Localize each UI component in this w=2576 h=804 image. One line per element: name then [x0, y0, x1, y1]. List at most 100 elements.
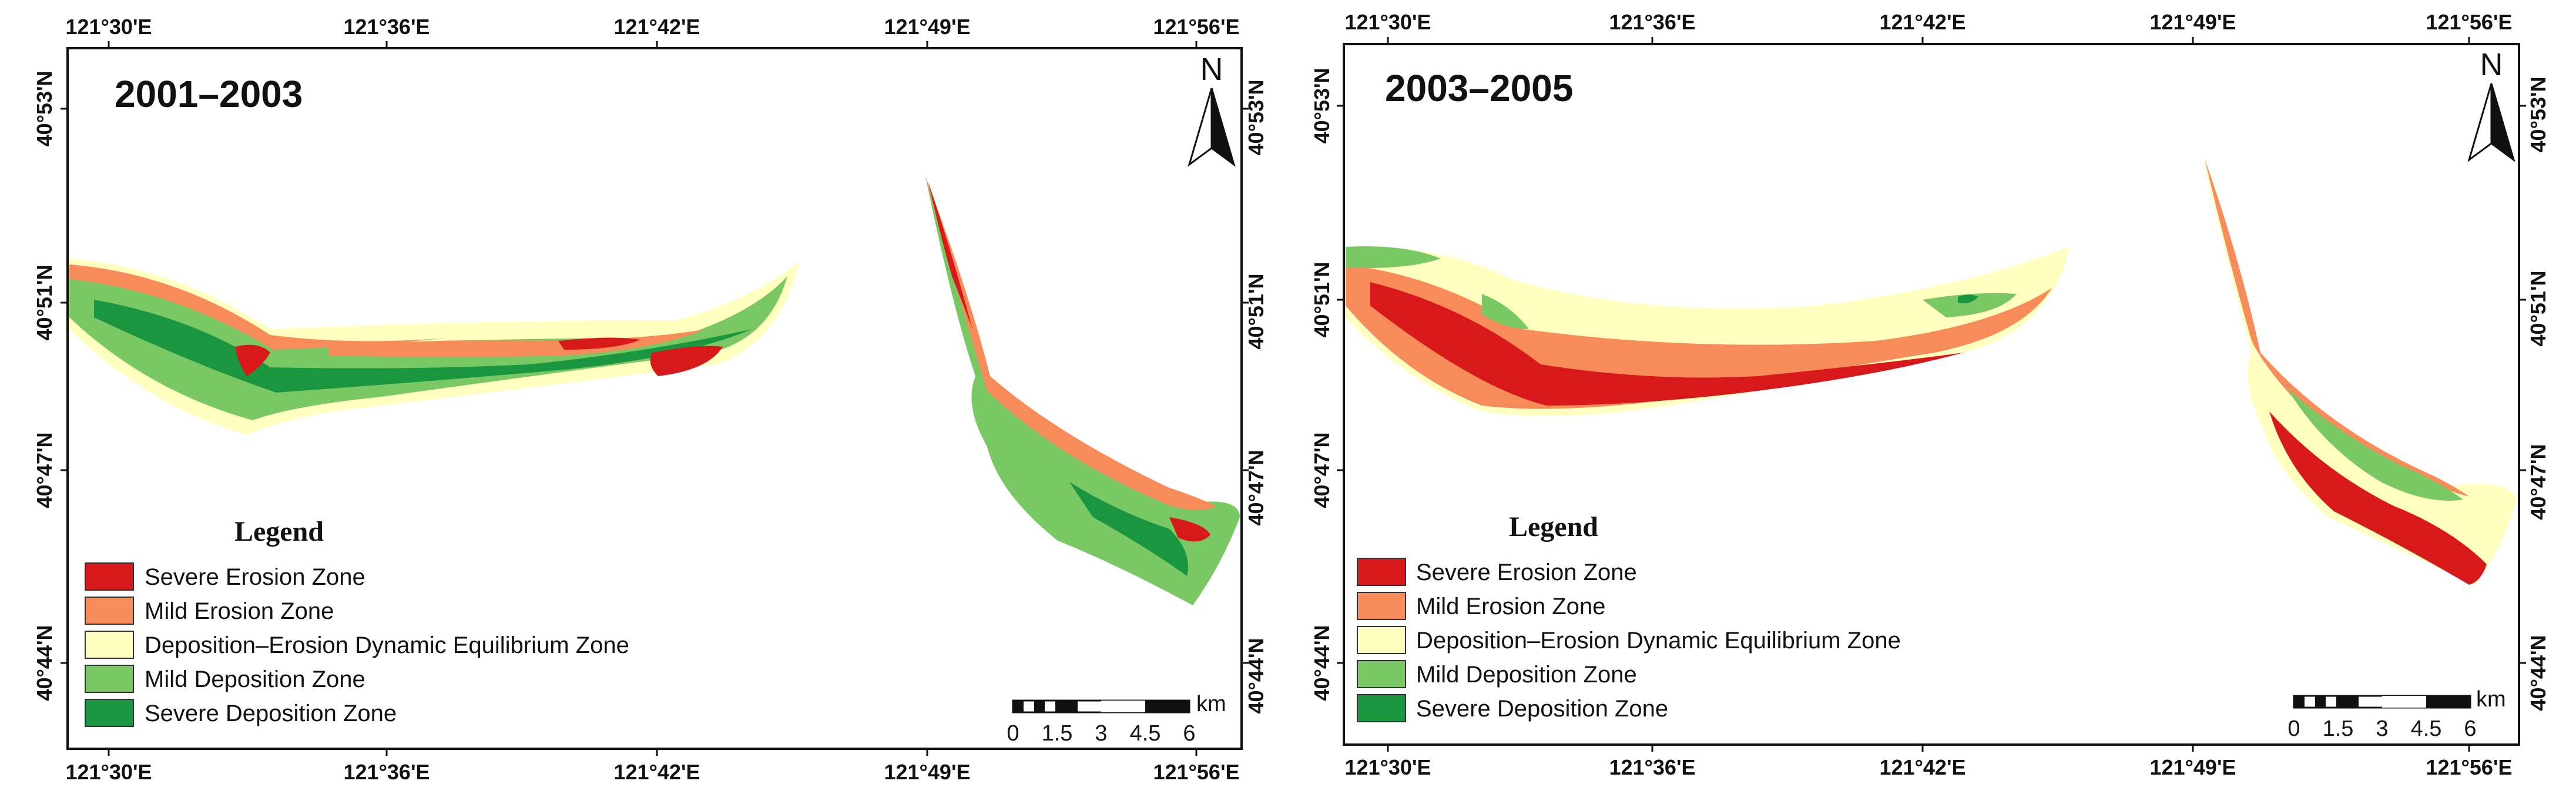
lat-label-left: 40°47'N: [1310, 432, 1334, 508]
lat-label-left: 40°47'N: [32, 432, 56, 508]
zone-severe-erosion: [1370, 282, 1964, 406]
legend-label: Severe Deposition Zone: [145, 701, 397, 726]
scale-label: 1.5: [2323, 716, 2354, 741]
scale-unit: km: [2476, 687, 2506, 712]
lat-label-right: 40°51'N: [1244, 273, 1268, 349]
legend-swatch: [1357, 592, 1406, 620]
zone-severe-erosion: [558, 337, 640, 350]
north-arrow-icon: [1210, 88, 1236, 167]
lon-label-top: 121°30'E: [65, 15, 152, 39]
frame-ticks: [61, 41, 1249, 756]
lat-label-left: 40°51'N: [32, 264, 56, 340]
legend-title: Legend: [234, 516, 324, 547]
legend-swatch: [1357, 626, 1406, 654]
zone-severe-erosion: [2269, 411, 2487, 585]
scale-label: 0: [2287, 716, 2300, 741]
frame-ticks: [1337, 37, 2526, 752]
lon-label-top: 121°36'E: [1609, 10, 1695, 34]
zone-mild-erosion: [925, 176, 1216, 511]
zone-severe-erosion: [235, 344, 270, 376]
scale-label: 4.5: [2411, 716, 2442, 741]
map-canvas: 121°30'E 121°36'E 121°42'E 121°49'E 121°…: [32, 15, 1268, 784]
lon-label-top: 121°30'E: [1344, 10, 1431, 34]
panel-title: 2001–2003: [115, 73, 303, 115]
lat-label-right: 40°47'N: [1244, 450, 1268, 525]
panel-title: 2003–2005: [1385, 67, 1573, 109]
legend-swatch: [1357, 660, 1406, 688]
legend: Legend Severe Erosion Zone Mild Erosion …: [1357, 511, 1901, 722]
map-canvas: 121°30'E 121°36'E 121°42'E 121°49'E 121°…: [1310, 10, 2550, 779]
zone-severe-deposition: [1958, 294, 1978, 304]
lon-label-top: 121°56'E: [1153, 15, 1239, 39]
legend-label: Mild Erosion Zone: [1416, 594, 1605, 619]
legend-label: Mild Deposition Zone: [145, 666, 365, 692]
lon-label-top: 121°49'E: [884, 15, 970, 39]
scale-label: 3: [1095, 721, 1107, 746]
scale-bar: km 0 1.5 3 4.5 6: [1007, 692, 1226, 746]
lat-label-right: 40°51'N: [2526, 270, 2550, 346]
lat-label-left: 40°53'N: [32, 71, 56, 146]
lat-label-right: 40°47'N: [2526, 444, 2550, 520]
zone-mild-erosion: [329, 329, 705, 357]
zone-severe-erosion: [650, 346, 723, 376]
lat-label-left: 40°53'N: [1310, 68, 1334, 143]
zone-severe-erosion: [1169, 517, 1210, 542]
scale-label: 0: [1007, 721, 1019, 746]
legend-label: Deposition–Erosion Dynamic Equilibrium Z…: [1416, 628, 1901, 654]
north-arrow-icon: [2490, 83, 2515, 162]
lat-label-left: 40°51'N: [1310, 262, 1334, 337]
zone-mild-deposition: [2287, 388, 2463, 501]
lon-label-bottom: 121°36'E: [1609, 755, 1695, 779]
scale-unit: km: [1196, 692, 1226, 716]
legend: Legend Severe Erosion Zone Mild Erosion …: [85, 516, 629, 727]
scale-label: 6: [2464, 716, 2476, 741]
lon-label-bottom: 121°42'E: [1879, 755, 1965, 779]
legend-title: Legend: [1509, 511, 1598, 542]
lon-label-top: 121°49'E: [2149, 10, 2236, 34]
legend-label: Severe Erosion Zone: [145, 564, 365, 590]
zone-mild-deposition: [1923, 293, 2017, 317]
lon-label-bottom: 121°56'E: [1153, 760, 1239, 784]
north-letter: N: [1200, 52, 1223, 87]
legend-swatch: [85, 597, 134, 625]
map-panel-2001-2003: 121°30'E 121°36'E 121°42'E 121°49'E 121°…: [0, 0, 1269, 804]
legend-label: Mild Erosion Zone: [145, 598, 334, 624]
lon-label-bottom: 121°30'E: [1344, 755, 1431, 779]
zone-severe-deposition: [94, 300, 752, 393]
lon-label-top: 121°36'E: [343, 15, 430, 39]
scale-label: 3: [2376, 716, 2388, 741]
scale-label: 4.5: [1130, 721, 1161, 746]
zone-mild-erosion: [69, 264, 447, 350]
legend-swatch: [85, 562, 134, 591]
legend-swatch: [85, 631, 134, 659]
lat-label-right: 40°44'N: [2526, 635, 2550, 711]
legend-swatch: [85, 665, 134, 693]
lat-label-left: 40°44'N: [32, 625, 56, 701]
lat-label-right: 40°53'N: [2526, 76, 2550, 152]
map-panel-2003-2005: 121°30'E 121°36'E 121°42'E 121°49'E 121°…: [1288, 0, 2557, 804]
lon-label-bottom: 121°49'E: [884, 760, 970, 784]
lon-label-bottom: 121°49'E: [2149, 755, 2236, 779]
lat-label-right: 40°44'N: [1244, 638, 1268, 713]
lon-label-bottom: 121°30'E: [65, 760, 152, 784]
north-arrow: N: [2467, 47, 2515, 162]
lat-label-left: 40°44'N: [1310, 625, 1334, 701]
legend-label: Severe Erosion Zone: [1416, 560, 1637, 585]
lon-label-top: 121°56'E: [2426, 10, 2512, 34]
north-arrow: N: [1188, 52, 1236, 167]
coastline-west: [69, 259, 799, 435]
scale-label: 1.5: [1042, 721, 1073, 746]
legend-label: Mild Deposition Zone: [1416, 662, 1637, 688]
lon-label-bottom: 121°56'E: [2426, 755, 2512, 779]
north-letter: N: [2480, 47, 2503, 82]
lat-label-right: 40°53'N: [1244, 79, 1268, 155]
zone-severe-erosion: [928, 182, 972, 329]
coastline-east: [2202, 156, 2516, 585]
lon-label-top: 121°42'E: [1879, 10, 1965, 34]
legend-label: Severe Deposition Zone: [1416, 696, 1668, 722]
scale-bar: km 0 1.5 3 4.5 6: [2287, 687, 2505, 741]
legend-swatch: [1357, 694, 1406, 722]
coastline-east: [925, 176, 1240, 605]
coastline-west: [1346, 246, 2069, 416]
lon-label-bottom: 121°36'E: [343, 760, 430, 784]
